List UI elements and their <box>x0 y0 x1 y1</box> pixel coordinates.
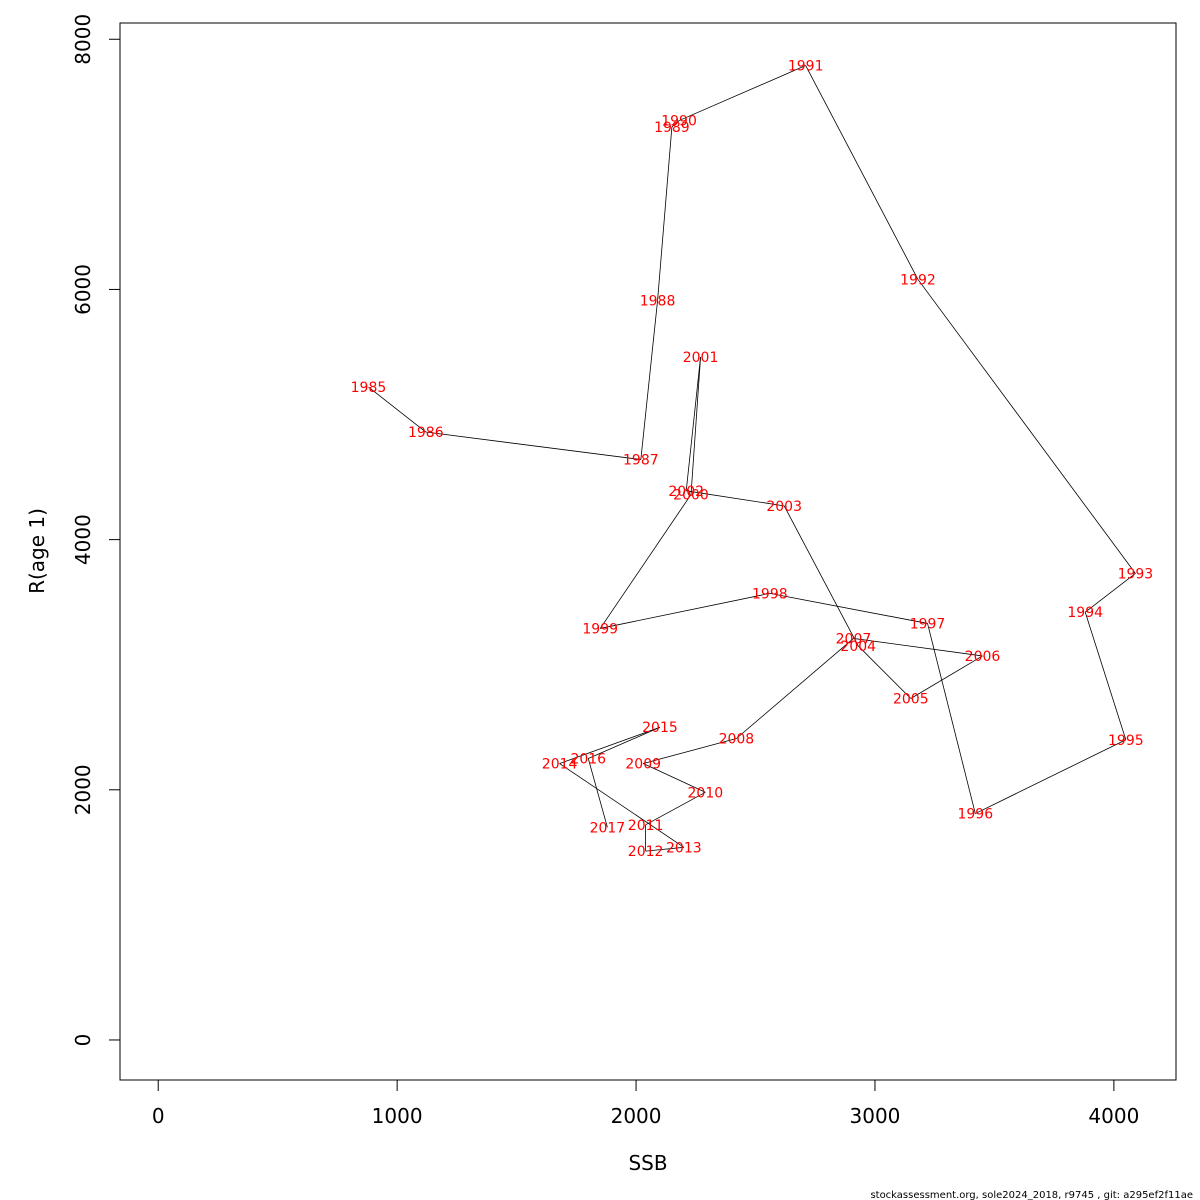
series-segment <box>853 638 983 657</box>
point-label-1994: 1994 <box>1067 605 1103 621</box>
point-label-2017: 2017 <box>590 820 626 836</box>
series-segment <box>685 356 701 491</box>
point-label-2010: 2010 <box>688 785 724 801</box>
series-segment <box>588 726 661 759</box>
point-label-2000: 2000 <box>673 488 709 504</box>
y-tick-label: 4000 <box>71 514 95 565</box>
point-label-2003: 2003 <box>766 499 802 515</box>
y-axis: 0 2000 4000 6000 8000 <box>71 14 121 1047</box>
point-label-2014: 2014 <box>542 757 578 773</box>
point-label-1990: 1990 <box>661 114 697 130</box>
series-segment <box>645 791 706 826</box>
point-label-1985: 1985 <box>351 380 387 396</box>
x-tick-label: 1000 <box>372 1104 423 1128</box>
point-label-1988: 1988 <box>640 294 676 310</box>
x-tick-label: 3000 <box>850 1104 901 1128</box>
point-label-2007: 2007 <box>836 631 872 647</box>
plot-frame <box>119 22 1177 1081</box>
series-segment <box>643 763 706 793</box>
series-segment <box>857 645 912 699</box>
series-segment <box>559 726 661 764</box>
x-tick-label: 0 <box>152 1104 165 1128</box>
point-label-2002: 2002 <box>668 484 704 500</box>
series-segment <box>559 763 685 848</box>
point-label-2013: 2013 <box>666 840 702 856</box>
series-segment <box>1084 573 1136 613</box>
series-segment <box>671 120 680 128</box>
point-label-2008: 2008 <box>719 732 755 748</box>
x-tick-label: 4000 <box>1088 1104 1139 1128</box>
point-label-1986: 1986 <box>408 425 444 441</box>
footer-attribution: stockassessment.org, sole2024_2018, r974… <box>870 1190 1193 1200</box>
point-label-2009: 2009 <box>625 757 661 773</box>
series-segment <box>643 738 737 764</box>
point-label-2016: 2016 <box>570 752 606 768</box>
series-segment <box>736 638 854 739</box>
y-tick-label: 0 <box>71 1034 95 1047</box>
series-segment <box>769 593 928 624</box>
series-segment <box>686 490 785 507</box>
point-label-1998: 1998 <box>752 586 788 602</box>
series-segment <box>640 300 658 460</box>
point-label-2011: 2011 <box>628 818 664 834</box>
series-segment <box>600 593 770 629</box>
point-label-2012: 2012 <box>628 844 664 860</box>
point-label-1993: 1993 <box>1118 566 1154 582</box>
y-axis-title: R(age 1) <box>25 508 49 594</box>
series-segment <box>927 623 976 814</box>
point-label-2004: 2004 <box>840 639 876 655</box>
x-tick-label: 2000 <box>611 1104 662 1128</box>
point-label-1987: 1987 <box>623 453 659 469</box>
y-tick-label: 2000 <box>71 764 95 815</box>
point-label-1991: 1991 <box>788 59 824 75</box>
series-segment <box>783 505 859 647</box>
x-axis-title: SSB <box>628 1151 667 1175</box>
x-axis: 0 1000 2000 3000 4000 <box>152 1079 1139 1128</box>
series-lines <box>368 65 1136 852</box>
point-label-2001: 2001 <box>683 350 719 366</box>
point-label-2006: 2006 <box>965 649 1001 665</box>
series-segment <box>645 846 684 852</box>
point-label-1996: 1996 <box>957 807 993 823</box>
y-tick-label: 8000 <box>71 14 95 65</box>
point-label-1997: 1997 <box>910 616 946 632</box>
series-segment <box>975 739 1127 814</box>
point-label-1992: 1992 <box>900 272 936 288</box>
series-segment <box>657 126 673 301</box>
series-segment <box>910 655 983 699</box>
point-label-2005: 2005 <box>893 691 929 707</box>
series-segment <box>425 431 641 460</box>
series-segment <box>690 356 701 495</box>
point-label-1999: 1999 <box>582 621 618 637</box>
series-segment <box>678 65 806 121</box>
series-segment <box>1084 612 1127 740</box>
point-label-2015: 2015 <box>642 720 678 736</box>
series-segment <box>368 386 427 433</box>
series-segment <box>917 279 1136 574</box>
point-label-1989: 1989 <box>654 120 690 136</box>
series-segment <box>599 494 692 629</box>
y-tick-label: 6000 <box>71 264 95 315</box>
series-segment <box>587 758 608 828</box>
series-segment <box>805 65 919 280</box>
point-label-1995: 1995 <box>1108 733 1144 749</box>
